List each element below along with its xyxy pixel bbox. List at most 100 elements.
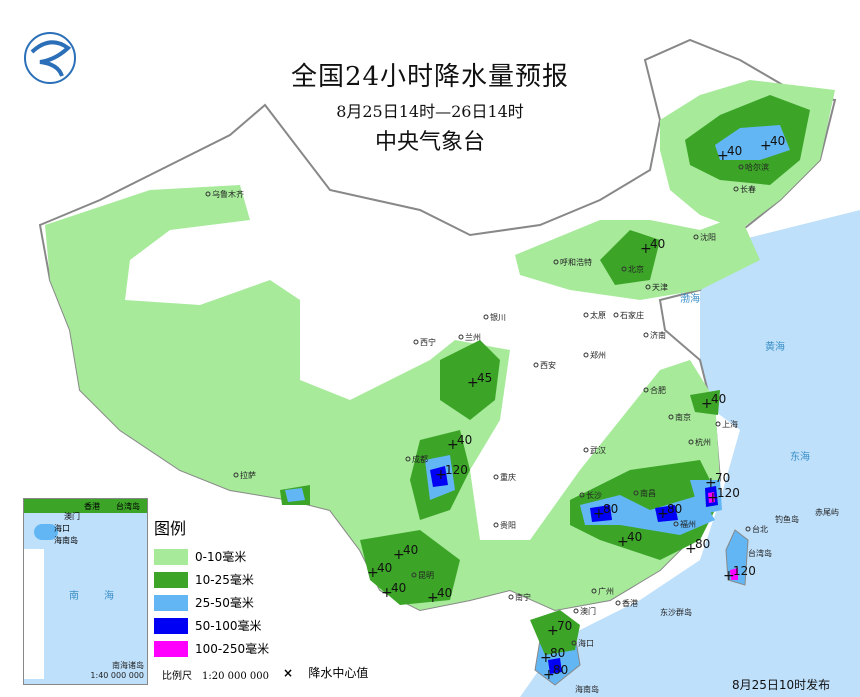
sea-label: 台湾岛	[748, 548, 772, 558]
inset-place: 台湾岛	[116, 502, 140, 511]
precip-center-mark: +	[540, 650, 552, 666]
city-marker	[645, 284, 651, 290]
legend: 图例 0-10毫米 10-25毫米 25-50毫米 50-100毫米 100-250毫米	[154, 515, 269, 660]
city-label: 海口	[578, 638, 594, 648]
city-label: 哈尔滨	[745, 162, 769, 172]
city-marker	[405, 456, 411, 462]
city-marker	[493, 522, 499, 528]
city-label: 兰州	[465, 332, 481, 342]
sea-label: 海南岛	[575, 684, 599, 694]
inset-place: 南	[69, 591, 79, 602]
city-label: 澳门	[580, 606, 596, 616]
center-marker-label: 降水中心值	[308, 666, 369, 680]
precip-center-value: 40	[457, 433, 472, 447]
city-marker	[668, 414, 674, 420]
city-marker	[633, 490, 639, 496]
legend-item: 10-25毫米	[154, 568, 269, 591]
city-label: 杭州	[695, 437, 711, 447]
legend-item: 0-10毫米	[154, 545, 269, 568]
sea-label: 渤海	[680, 292, 700, 305]
legend-title: 图例	[154, 519, 187, 538]
precip-center-mark: +	[447, 437, 459, 453]
city-label: 拉萨	[240, 470, 256, 480]
precip-center-mark: +	[393, 547, 405, 563]
precip-center-mark: +	[640, 241, 652, 257]
city-marker	[643, 332, 649, 338]
precip-center-value: 80	[667, 502, 682, 516]
sea-label: 赤尾屿	[815, 508, 839, 517]
precip-centers: +40 +40+40+45+40+120+40+40+40+40+40+70+12…	[367, 134, 785, 683]
precip-center-value: 80	[603, 502, 618, 516]
city-label: 南宁	[515, 592, 531, 602]
precip-center-mark: +	[760, 138, 772, 154]
inset-place: 香港	[84, 502, 100, 511]
city-marker	[533, 362, 539, 368]
precip-center-value: 45	[477, 371, 492, 385]
city-label: 合肥	[650, 385, 666, 395]
inset-place: 澳门	[64, 512, 80, 521]
precip-center-value: 40	[650, 237, 665, 251]
city-label: 北京	[628, 264, 644, 274]
precip-center-mark: +	[707, 490, 719, 506]
precip-center-value: 40	[627, 530, 642, 544]
precip-center-mark: +	[435, 467, 447, 483]
city-marker	[411, 572, 417, 578]
legend-swatch	[154, 617, 188, 634]
city-label: 成都	[412, 454, 428, 464]
city-label: 长沙	[586, 490, 602, 500]
sea-label: 东沙群岛	[660, 607, 692, 617]
legend-swatch	[154, 594, 188, 611]
city-marker	[583, 447, 589, 453]
precip-center-value: 70	[557, 619, 572, 633]
precip-center-value: 40	[727, 144, 742, 158]
city-marker	[205, 191, 211, 197]
precip-center-mark: +	[701, 396, 713, 412]
city-marker	[553, 259, 559, 265]
precip-center-value: 70	[715, 471, 730, 485]
precip-center-mark: +	[617, 534, 629, 550]
inset-place: 海南岛	[54, 536, 78, 545]
city-label: 沈阳	[700, 232, 716, 242]
city-label: 昆明	[418, 571, 434, 580]
legend-label: 100-250毫米	[195, 642, 270, 656]
city-marker	[613, 312, 619, 318]
city-marker	[738, 164, 744, 170]
city-marker	[233, 472, 239, 478]
legend-label: 0-10毫米	[195, 550, 247, 564]
south-china-sea-inset: 香港 澳门 台湾岛 海口 海南岛 南 海 南海诸岛 1:40 000 000	[23, 498, 148, 685]
precip-center-mark: +	[685, 541, 697, 557]
legend-item: 25-50毫米	[154, 591, 269, 614]
precip-center-value: 40	[377, 561, 392, 575]
city-label: 呼和浩特	[560, 257, 592, 267]
city-label: 郑州	[590, 350, 606, 360]
forecast-period: 8月25日14时—26日14时	[336, 102, 524, 121]
legend-item: 50-100毫米	[154, 614, 269, 637]
precip-center-value: 40	[770, 134, 785, 148]
issuer: 中央气象台	[374, 130, 486, 155]
city-label: 济南	[650, 330, 666, 340]
precip-center-value: 40	[437, 586, 452, 600]
city-label: 石家庄	[620, 310, 644, 320]
inset-place: 海口	[54, 524, 70, 533]
precip-center-mark: +	[657, 506, 669, 522]
city-marker	[693, 234, 699, 240]
city-label: 银川	[490, 312, 506, 322]
inset-place: 海	[104, 591, 114, 602]
sea-label: 黄海	[765, 340, 785, 353]
city-label: 长春	[740, 184, 756, 194]
city-marker	[573, 608, 579, 614]
precip-100-250-areas	[708, 492, 738, 580]
city-label: 台北	[752, 524, 768, 534]
city-label: 香港	[622, 598, 638, 608]
city-marker	[571, 640, 577, 646]
precip-center-value: 80	[553, 663, 568, 677]
city-marker	[673, 521, 679, 527]
legend-swatch	[154, 571, 188, 588]
precip-25-50-areas	[285, 125, 790, 535]
city-marker	[508, 594, 514, 600]
city-label: 贵阳	[500, 520, 516, 530]
inset-scale: 1:40 000 000	[90, 671, 144, 680]
city-marker	[579, 492, 585, 498]
